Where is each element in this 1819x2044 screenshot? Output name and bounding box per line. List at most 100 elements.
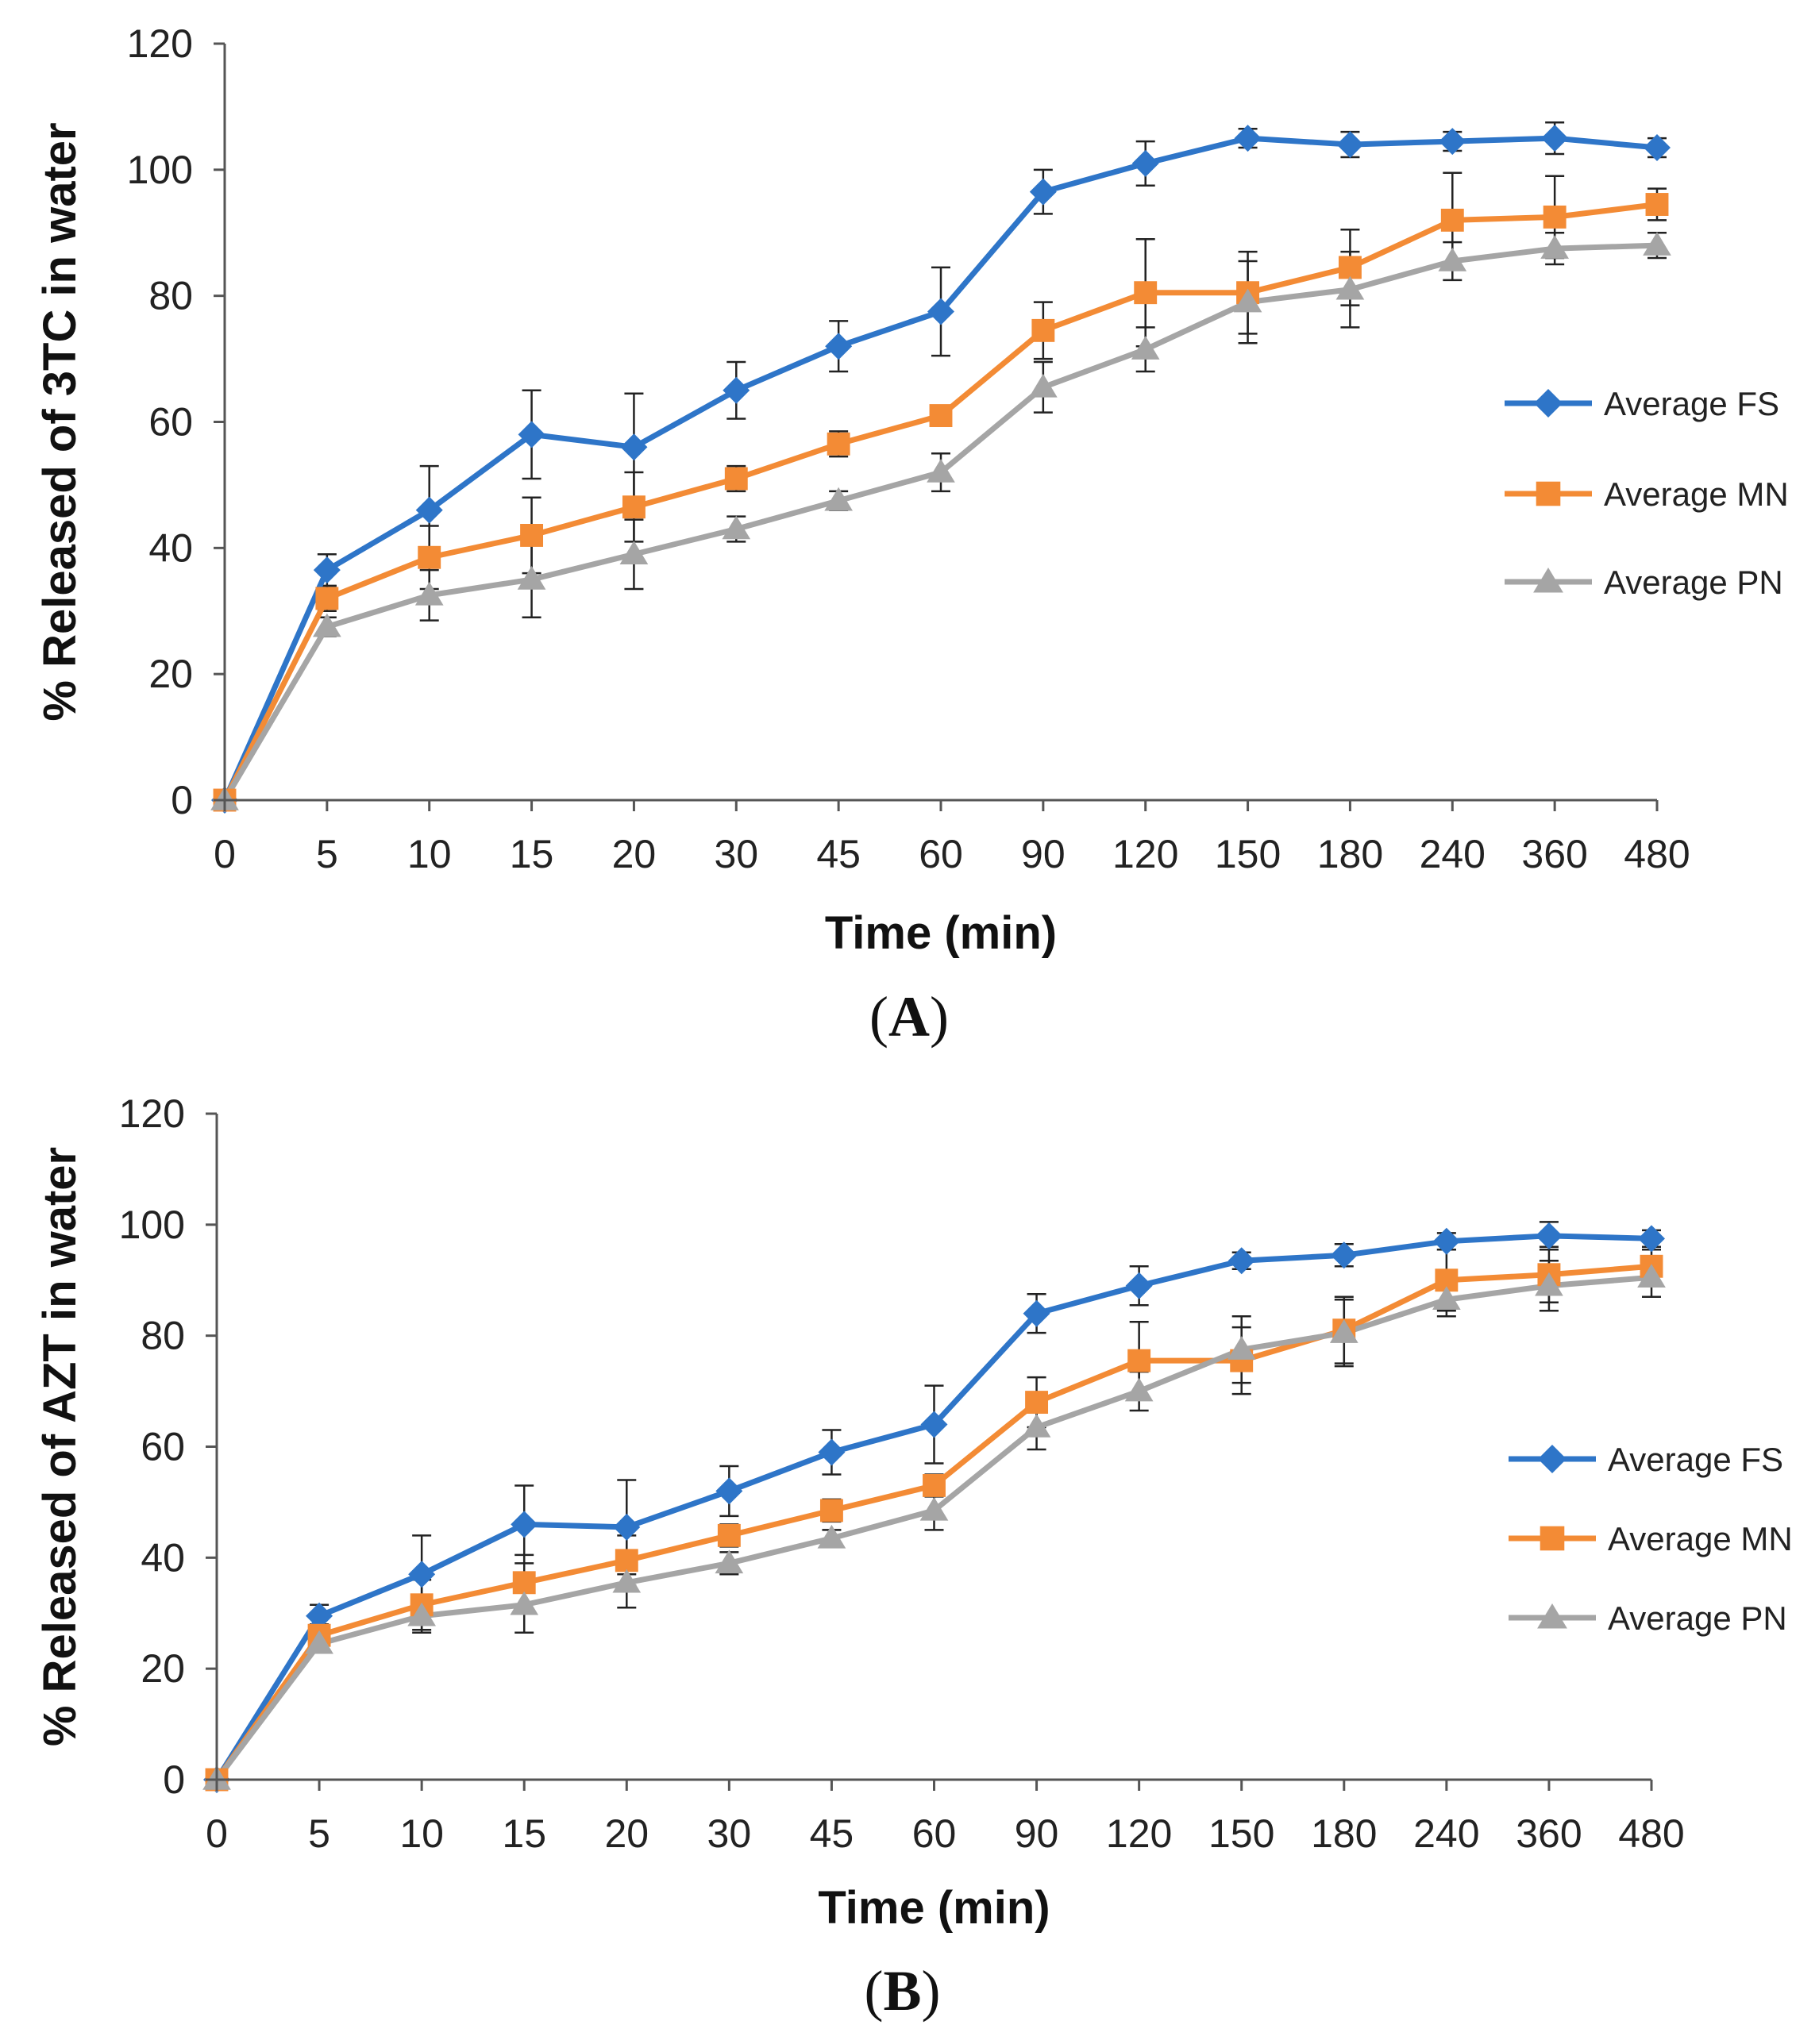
data-point-average-fs [518,421,545,448]
data-point-average-pn [414,581,444,606]
data-point-average-fs [1227,1247,1255,1275]
data-point-average-pn [722,515,751,540]
x-ticks-a: 0 5 10 15 20 30 45 60 90 120 150 180 240 360 480 [214,800,1690,876]
x-tick-label: 10 [399,1811,444,1856]
chart-panel-a: 0 20 40 60 80 100 120 0 5 10 15 20 30 45 60 90 120 150 18… [34,21,1789,1049]
legend-marker-average-pn [1533,568,1563,593]
data-point-average-mn [622,495,646,519]
legend-label-average-mn: Average MN [1604,475,1789,513]
panel-label-b: (B) [865,1959,941,2023]
data-point-average-mn [418,545,441,569]
data-point-average-pn [407,1602,436,1626]
data-point-average-mn [923,1473,946,1497]
data-point-average-mn [717,1523,741,1547]
legend-marker-average-pn [1537,1603,1567,1629]
panel-label-a: (A) [869,985,949,1049]
x-tick-label: 360 [1521,832,1587,876]
data-point-average-pn [1233,288,1262,313]
data-point-average-mn [315,587,339,610]
data-point-average-mn [512,1571,536,1595]
data-point-average-fs [1644,134,1671,162]
data-point-average-fs [1638,1225,1665,1253]
x-tick-label: 60 [919,832,963,876]
data-point-average-fs [1234,125,1262,152]
data-point-average-pn [715,1549,744,1574]
y-tick-label: 120 [119,1091,185,1136]
y-tick-label: 80 [148,274,193,318]
y-axis-title-b: % Released of AZT in water [34,1147,86,1746]
data-point-average-pn [619,541,649,565]
x-tick-label: 90 [1021,832,1066,876]
legend-marker-average-fs [1534,389,1563,418]
y-tick-label: 60 [148,400,193,445]
series-markers-b [202,1222,1666,1793]
x-axis-title-b: Time (min) [818,1882,1050,1934]
y-tick-label: 0 [171,778,193,822]
x-tick-label: 5 [308,1811,330,1856]
data-point-average-mn [1543,205,1567,229]
data-point-average-fs [920,1411,948,1438]
legend-marker-average-mn [1540,1526,1565,1551]
y-tick-label: 20 [141,1646,185,1691]
y-tick-label: 40 [141,1535,185,1580]
x-tick-label: 150 [1215,832,1281,876]
y-tick-label: 40 [148,525,193,570]
x-tick-label: 90 [1015,1811,1059,1856]
data-point-average-pn [1124,1377,1154,1402]
data-point-average-pn [1643,232,1671,256]
data-point-average-pn [1438,247,1467,271]
data-point-average-fs [613,1513,641,1541]
legend-marker-average-fs [1538,1445,1567,1473]
x-tick-label: 0 [206,1811,228,1856]
x-tick-label: 5 [316,832,338,876]
x-tick-label: 120 [1112,832,1178,876]
legend-label-average-pn: Average PN [1604,564,1783,601]
x-tick-label: 20 [604,1811,649,1856]
data-point-average-pn [919,1496,949,1521]
x-tick-label: 180 [1317,832,1383,876]
data-point-average-fs [1336,131,1364,159]
data-point-average-pn [1432,1286,1461,1310]
x-tick-label: 30 [714,832,758,876]
x-tick-label: 120 [1106,1811,1172,1856]
data-point-average-mn [827,432,850,456]
data-point-average-pn [313,613,341,637]
data-point-average-mn [520,524,544,547]
data-point-average-pn [305,1630,333,1654]
y-ticks-a: 0 20 40 60 80 100 120 [127,21,225,822]
data-point-average-pn [1131,336,1160,360]
y-tick-label: 100 [119,1203,185,1247]
data-point-average-mn [615,1549,638,1572]
data-point-average-pn [927,459,955,483]
x-tick-label: 240 [1420,832,1486,876]
x-tick-label: 15 [502,1811,546,1856]
data-point-average-fs [408,1561,436,1588]
x-tick-label: 180 [1311,1811,1377,1856]
legend-marker-average-mn [1536,481,1561,506]
data-point-average-pn [510,1591,539,1615]
data-point-average-mn [1645,193,1669,216]
data-point-average-fs [1439,128,1466,156]
data-point-average-pn [1535,1272,1563,1296]
y-tick-label: 0 [163,1757,185,1802]
data-point-average-fs [306,1602,333,1630]
data-point-average-pn [1329,1319,1358,1343]
data-point-average-pn [1029,373,1058,398]
legend-label-average-pn: Average PN [1608,1599,1787,1637]
data-point-average-fs [715,1477,743,1505]
data-point-average-pn [1227,1336,1256,1360]
y-axis-title-a: % Released of 3TC in water [34,122,86,721]
y-tick-label: 20 [148,652,193,696]
data-point-average-mn [1031,318,1055,342]
x-tick-label: 60 [912,1811,957,1856]
data-point-average-fs [1535,1222,1563,1249]
legend-label-average-mn: Average MN [1608,1520,1793,1557]
panel-label-b-letter: B [883,1959,921,2023]
data-point-average-fs [1432,1227,1460,1255]
data-point-average-fs [511,1511,538,1538]
x-ticks-b: 0 5 10 15 20 30 45 60 90 120 150 180 240 360 480 [206,1780,1685,1856]
error-bars-a [317,121,1667,637]
x-tick-label: 45 [816,832,861,876]
data-point-average-fs [1125,1272,1153,1299]
